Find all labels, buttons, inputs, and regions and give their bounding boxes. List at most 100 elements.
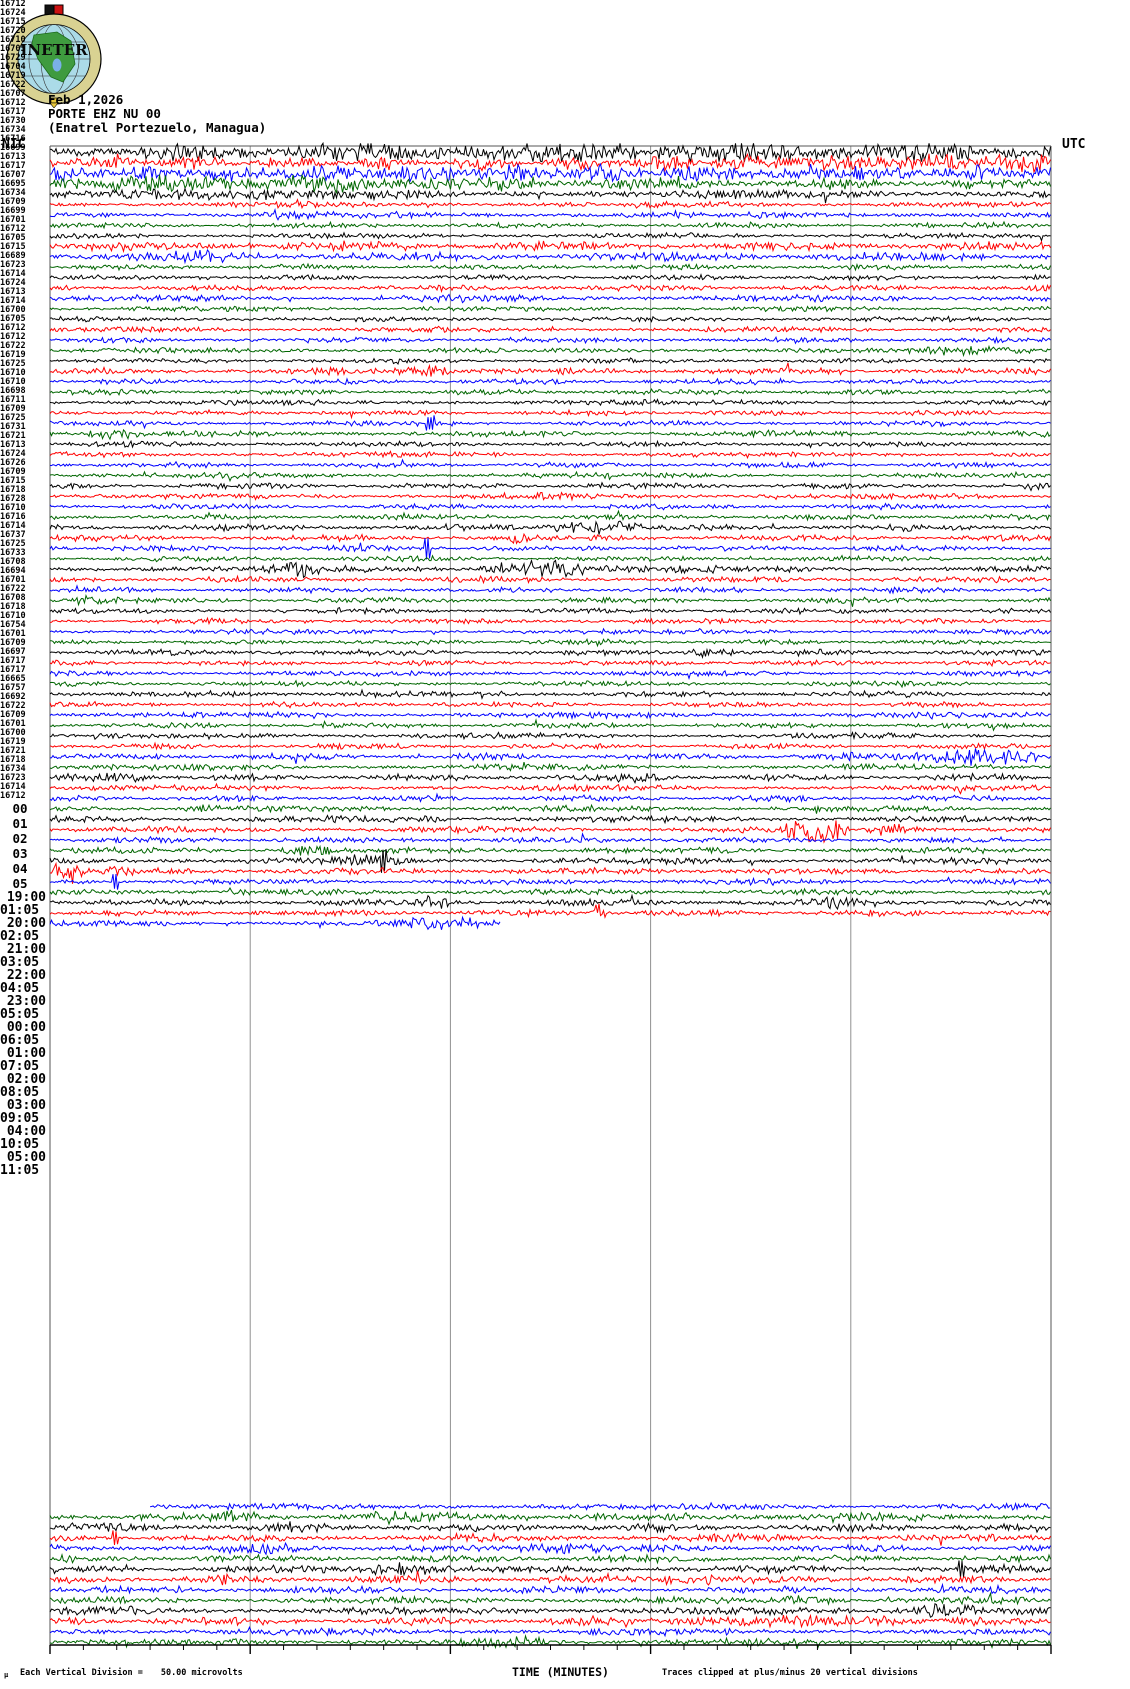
row-value: 16665 [0, 674, 26, 684]
trace-row [49, 458, 1051, 470]
trace-row [49, 439, 1051, 449]
row-value: 16722 [0, 341, 26, 351]
trace-row [49, 886, 1051, 897]
tz-left-label: NIC [2, 137, 26, 152]
row-value: 16699 [0, 206, 26, 216]
trace-row [49, 186, 1051, 204]
x-tick-label: 00 [12, 801, 28, 816]
trace-row [49, 873, 1051, 890]
hour-label-right: 10:05 [0, 1137, 40, 1152]
hour-label-left: 01:00 [6, 1046, 46, 1061]
hour-label-left: 02:00 [6, 1072, 46, 1087]
row-value: 16714 [0, 296, 26, 306]
row-value: 16719 [0, 350, 26, 360]
trace-row [49, 162, 1051, 184]
trace-row [49, 325, 1051, 334]
trace-row [49, 688, 1051, 700]
trace-row [49, 173, 1051, 195]
trace-row [49, 584, 1051, 595]
tz-right-label: UTC [1062, 137, 1086, 152]
hour-label-right: 02:05 [0, 929, 40, 944]
row-value: 16731 [0, 422, 26, 432]
x-tick-label: 01 [12, 816, 28, 831]
row-value: 16723 [0, 773, 26, 783]
hour-label-left: 03:00 [6, 1098, 46, 1113]
trace-row [49, 377, 1051, 386]
hour-label-left: 21:00 [6, 942, 46, 957]
trace-row [49, 198, 1051, 210]
row-value: 16726 [0, 458, 26, 468]
trace-row [49, 470, 1051, 483]
row-value: 16716 [0, 512, 26, 522]
row-value: 16715 [0, 17, 26, 27]
row-value: 16705 [0, 233, 26, 243]
trace-row [49, 152, 1051, 174]
trace-row [49, 1521, 1051, 1534]
row-value: 16710 [0, 611, 26, 621]
row-value: 16689 [0, 251, 26, 261]
trace-row [49, 520, 1051, 535]
row-value: 16700 [0, 305, 26, 315]
hour-label-right: 09:05 [0, 1111, 40, 1126]
x-tick-label: 04 [12, 861, 28, 876]
trace-row [49, 315, 1051, 323]
row-value: 16722 [0, 701, 26, 711]
trace-row [49, 772, 1051, 784]
trace-row [49, 207, 1051, 221]
trace-row [49, 509, 1051, 522]
trace-row [49, 903, 1051, 919]
row-value: 16709 [0, 467, 26, 477]
row-value: 16708 [0, 593, 26, 603]
row-value: 16717 [0, 656, 26, 666]
row-value: 16725 [0, 413, 26, 423]
trace-row [49, 814, 1051, 825]
trace-row [49, 832, 1051, 845]
trace-row [49, 336, 1051, 345]
trace-row [49, 731, 1051, 741]
trace-row [49, 679, 1051, 689]
row-value: 16722 [0, 80, 26, 90]
trace-row [49, 357, 1051, 366]
row-value: 16709 [0, 404, 26, 414]
trace-row [49, 915, 501, 931]
row-value: 16714 [0, 269, 26, 279]
row-value: 16709 [0, 638, 26, 648]
trace-row [49, 627, 1051, 636]
trace-row [49, 1541, 1051, 1556]
row-value: 16712 [0, 224, 26, 234]
header-date: Feb 1,2026 [48, 92, 124, 107]
row-value: 16713 [0, 440, 26, 450]
trace-row [49, 502, 1051, 511]
row-value: 16709 [0, 197, 26, 207]
hour-label-left: 23:00 [6, 994, 46, 1009]
row-value: 16721 [0, 431, 26, 441]
trace-row [49, 1613, 1051, 1629]
trace-row [49, 273, 1051, 282]
hour-label-right: 06:05 [0, 1033, 40, 1048]
row-value: 16717 [0, 107, 26, 117]
row-value: 16714 [0, 782, 26, 792]
trace-row [49, 239, 1051, 254]
trace-row [49, 1634, 1051, 1650]
hour-label-right: 11:05 [0, 1163, 40, 1178]
trace-row [49, 481, 1051, 492]
trace-row [49, 532, 1051, 545]
trace-row [49, 388, 1051, 396]
trace-row [49, 574, 1051, 585]
row-value: 16724 [0, 8, 26, 18]
trace-row [150, 1501, 1051, 1512]
row-value: 16723 [0, 260, 26, 270]
row-value: 16718 [0, 485, 26, 495]
row-value: 16705 [0, 44, 26, 54]
row-value: 16734 [0, 764, 26, 774]
row-value: 16712 [0, 98, 26, 108]
hour-label-right: 08:05 [0, 1085, 40, 1100]
trace-row [49, 593, 1051, 607]
scale-note: Each Vertical Division = 50.00 microvolts [20, 1668, 243, 1678]
trace-row [49, 1530, 1051, 1546]
trace-row [49, 344, 1051, 358]
row-value: 16712 [0, 332, 26, 342]
row-value: 16720 [0, 26, 26, 36]
